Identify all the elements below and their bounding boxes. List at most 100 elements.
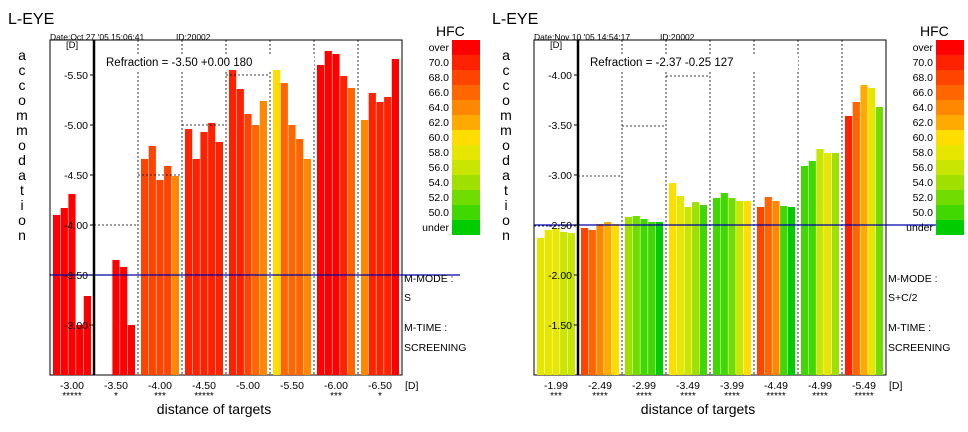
bar: [728, 198, 736, 375]
x-tick-label: -4.49: [764, 380, 788, 392]
y-axis-label-char: o: [18, 92, 26, 108]
x-tick-stars: ****: [592, 391, 608, 402]
legend-swatch: [936, 220, 964, 235]
legend-label: 66.0: [429, 87, 450, 99]
x-tick-stars: ***: [330, 391, 342, 402]
bar: [376, 102, 384, 375]
bar: [669, 183, 677, 375]
bar: [200, 132, 208, 375]
x-tick-label: -5.00: [236, 380, 260, 392]
legend-label: over: [913, 42, 934, 54]
mode-label: M-MODE :: [404, 273, 454, 285]
legend-swatch: [936, 190, 964, 205]
bar: [736, 201, 744, 375]
y-tick-label: -3.50: [64, 270, 88, 282]
bar: [560, 232, 568, 375]
bar: [229, 60, 237, 375]
bar: [581, 228, 589, 375]
x-tick-stars: *: [114, 391, 118, 402]
legend-label: 64.0: [913, 102, 934, 114]
legend-swatch: [452, 40, 480, 55]
bar: [632, 216, 640, 375]
y-axis-label-char: c: [19, 77, 26, 93]
y-unit: [D]: [550, 40, 562, 51]
refraction-backdrop: [584, 54, 798, 70]
x-tick-label: -3.99: [720, 380, 744, 392]
x-tick-label: -4.00: [148, 380, 172, 392]
bar: [185, 129, 193, 375]
bar: [273, 57, 281, 375]
x-unit: [D]: [889, 380, 903, 392]
chart-panel-left: L-EYE Date:Oct 27 '05 15:06:41 ID:20002 a c c…: [0, 0, 484, 427]
bar: [60, 208, 68, 375]
legend-swatch: [452, 55, 480, 70]
y-axis-label-char: m: [500, 122, 512, 138]
y-axis-label-char: o: [502, 92, 510, 108]
x-tick-label: -2.99: [632, 380, 656, 392]
y-tick-label: -4.50: [64, 170, 88, 182]
legend-swatch: [452, 85, 480, 100]
y-axis-label-char: c: [503, 77, 510, 93]
time-value: SCREENING: [888, 342, 950, 354]
x-tick-label: -5.50: [280, 380, 304, 392]
x-tick-stars: *****: [194, 391, 214, 402]
y-axis-label-char: n: [502, 227, 510, 243]
legend-swatch: [936, 145, 964, 160]
x-tick-label: -1.99: [544, 380, 568, 392]
refraction-backdrop: [100, 54, 314, 70]
legend-title: HFC: [920, 23, 949, 39]
legend-swatch: [452, 100, 480, 115]
y-tick-label: -3.00: [64, 320, 88, 332]
bar: [148, 146, 156, 375]
y-tick-label: -3.50: [548, 120, 572, 132]
legend-swatch: [452, 160, 480, 175]
legend-label: 54.0: [913, 177, 934, 189]
bar: [648, 222, 656, 375]
bar: [808, 161, 816, 375]
bar: [588, 230, 596, 375]
bar: [831, 153, 839, 375]
bar: [340, 76, 348, 375]
legend-label: 70.0: [913, 57, 934, 69]
legend-label: 68.0: [913, 72, 934, 84]
bar: [361, 120, 369, 375]
bar: [787, 207, 795, 375]
legend-label: 50.0: [429, 207, 450, 219]
bar: [845, 116, 853, 375]
legend-swatch: [452, 220, 480, 235]
bar: [567, 233, 575, 375]
bar: [127, 325, 135, 375]
id-text: ID:20002: [176, 32, 211, 42]
bar: [824, 153, 832, 375]
bar: [303, 159, 311, 375]
bar: [537, 238, 545, 375]
bar: [391, 59, 399, 375]
legend-swatch: [936, 175, 964, 190]
y-axis-label-char: a: [18, 167, 26, 183]
legend-swatch: [936, 100, 964, 115]
y-axis-label-char: a: [18, 47, 26, 63]
bar: [259, 101, 267, 375]
y-tick-label: -4.00: [548, 70, 572, 82]
refraction-text: Refraction = -2.37 -0.25 127: [590, 57, 734, 69]
y-axis-label-char: a: [502, 47, 510, 63]
bar: [53, 215, 61, 375]
y-axis-label-char: m: [16, 107, 28, 123]
x-tick-stars: *****: [766, 391, 786, 402]
bar: [860, 85, 868, 375]
legend-label: 56.0: [913, 162, 934, 174]
y-unit: [D]: [66, 40, 78, 51]
y-axis-label-char: i: [504, 197, 507, 213]
y-axis-label-char: d: [502, 152, 510, 168]
bar: [112, 260, 120, 375]
chart-panel-right: L-EYE Date:Nov 10 '05 14:54:17 ID:20002 a c c…: [484, 0, 968, 427]
bar: [68, 194, 76, 375]
legend-label: 58.0: [429, 147, 450, 159]
refraction-text: Refraction = -3.50 +0.00 180: [106, 57, 252, 69]
mode-value: S: [404, 292, 411, 304]
y-axis-label-char: c: [19, 62, 26, 78]
legend-swatch: [936, 40, 964, 55]
legend-label: under: [906, 222, 933, 234]
y-axis-label-char: m: [16, 122, 28, 138]
